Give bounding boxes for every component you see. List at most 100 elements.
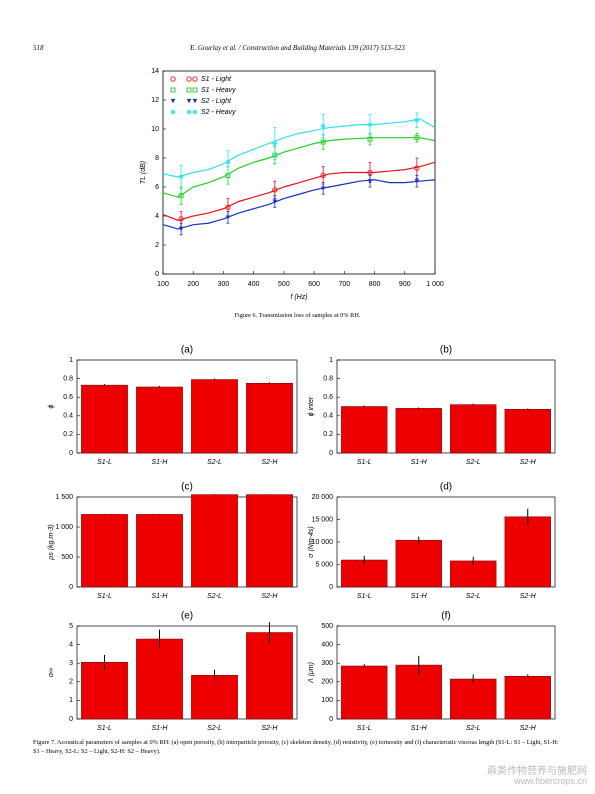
- marker: [320, 186, 326, 191]
- marker: [272, 199, 278, 204]
- bar: [450, 560, 497, 588]
- line-series: [162, 118, 436, 178]
- x-tick-label: 900: [399, 281, 411, 288]
- x-axis-label: f (Hz): [290, 294, 307, 301]
- plot-frame: [76, 625, 298, 720]
- x-tick-label: S2-L: [207, 593, 222, 600]
- y-axis-label: σ (Nm-4s): [308, 526, 315, 557]
- y-tick-label: 300: [321, 660, 333, 667]
- y-tick-label: 0: [69, 450, 73, 457]
- y-tick-label: 0: [329, 716, 333, 723]
- x-tick-label: 100: [157, 281, 169, 288]
- watermark: 蔴类作物营养与施肥网: [487, 766, 587, 777]
- y-tick-label: 0: [329, 450, 333, 457]
- bar: [504, 409, 551, 454]
- y-tick-label: 8: [155, 155, 159, 162]
- marker: [192, 99, 198, 104]
- marker: [320, 172, 326, 179]
- y-axis-label: ϕ: [48, 404, 55, 408]
- marker: [170, 76, 176, 82]
- x-tick-label: S1-L: [357, 725, 372, 732]
- marker: [225, 215, 231, 220]
- x-tick-label: S1-H: [411, 593, 428, 600]
- x-tick-label: S2-H: [520, 593, 537, 600]
- y-tick-label: 0.6: [63, 394, 73, 401]
- y-tick-label: 5: [69, 623, 73, 630]
- y-tick-label: 4: [69, 641, 73, 648]
- x-tick-label: 700: [338, 281, 350, 288]
- x-tick-label: S2-L: [466, 459, 481, 466]
- y-axis-label: α∞: [48, 668, 55, 677]
- bar: [81, 384, 128, 454]
- bar: [395, 539, 442, 588]
- x-tick-label: S1-H: [152, 593, 169, 600]
- y-tick-label: 1: [69, 697, 73, 704]
- x-tick-label: S2-H: [262, 725, 279, 732]
- marker: [170, 109, 176, 115]
- y-tick-label: 0.8: [323, 375, 333, 382]
- legend-label: S2 - Heavy: [201, 109, 236, 116]
- plot-frame: [76, 496, 298, 588]
- y-tick-label: 0: [329, 584, 333, 591]
- figure-caption: Figure 6. Transmission loss of samples a…: [234, 312, 361, 319]
- page-number: 518: [33, 44, 44, 52]
- marker: [170, 87, 176, 93]
- y-tick-label: 2: [155, 242, 159, 249]
- y-tick-label: 15 000: [312, 516, 334, 523]
- bar: [504, 675, 551, 720]
- y-tick-label: 0.4: [323, 413, 333, 420]
- marker: [367, 136, 373, 142]
- x-tick-label: S1-L: [97, 459, 112, 466]
- bar: [395, 408, 442, 454]
- y-axis-label: Λ (μm): [308, 662, 315, 684]
- panel-title: (b): [440, 345, 452, 356]
- panel-title: (f): [441, 611, 450, 622]
- y-tick-label: 200: [321, 679, 333, 686]
- x-tick-label: S2-L: [466, 725, 481, 732]
- bar: [191, 675, 238, 720]
- legend-label: S2 - Light: [201, 98, 232, 105]
- plot-frame: [162, 70, 436, 275]
- marker: [225, 204, 231, 210]
- y-tick-label: 0.6: [323, 394, 333, 401]
- legend-label: S1 - Light: [201, 76, 232, 83]
- x-tick-label: S1-H: [411, 459, 428, 466]
- marker: [272, 187, 278, 193]
- x-tick-label: 800: [369, 281, 381, 288]
- marker: [414, 165, 420, 171]
- bar: [246, 383, 293, 454]
- bar: [136, 514, 183, 588]
- bar: [191, 379, 238, 454]
- y-axis-label: TL (dB): [140, 161, 147, 184]
- marker: [367, 179, 373, 184]
- y-axis-label: ϕ inter: [308, 396, 315, 416]
- y-tick-label: 6: [155, 184, 159, 191]
- x-tick-label: 400: [248, 281, 260, 288]
- y-tick-label: 14: [151, 68, 159, 75]
- marker: [186, 99, 192, 104]
- marker: [272, 141, 278, 146]
- bar: [341, 559, 388, 588]
- running-header: E. Gourlay et al. / Construction and Bui…: [190, 44, 405, 52]
- bar: [81, 514, 128, 588]
- marker: [192, 87, 198, 93]
- y-tick-label: 20 000: [312, 494, 334, 501]
- marker: [414, 135, 420, 141]
- marker: [414, 179, 420, 184]
- x-tick-label: S1-L: [357, 593, 372, 600]
- y-axis-label: ρs (kg.m-3): [48, 524, 55, 561]
- panel-title: (e): [181, 611, 193, 622]
- y-tick-label: 0.4: [63, 413, 73, 420]
- marker: [414, 117, 420, 123]
- x-tick-label: S1-H: [411, 725, 428, 732]
- marker: [178, 193, 184, 199]
- y-tick-label: 0.2: [63, 431, 73, 438]
- x-tick-label: 600: [308, 281, 320, 288]
- y-tick-label: 4: [155, 213, 159, 220]
- panel-title: (d): [440, 482, 452, 493]
- y-tick-label: 0.2: [323, 431, 333, 438]
- y-tick-label: 3: [69, 660, 73, 667]
- x-tick-label: S2-L: [207, 725, 222, 732]
- bar: [246, 494, 293, 588]
- x-tick-label: S1-L: [97, 725, 112, 732]
